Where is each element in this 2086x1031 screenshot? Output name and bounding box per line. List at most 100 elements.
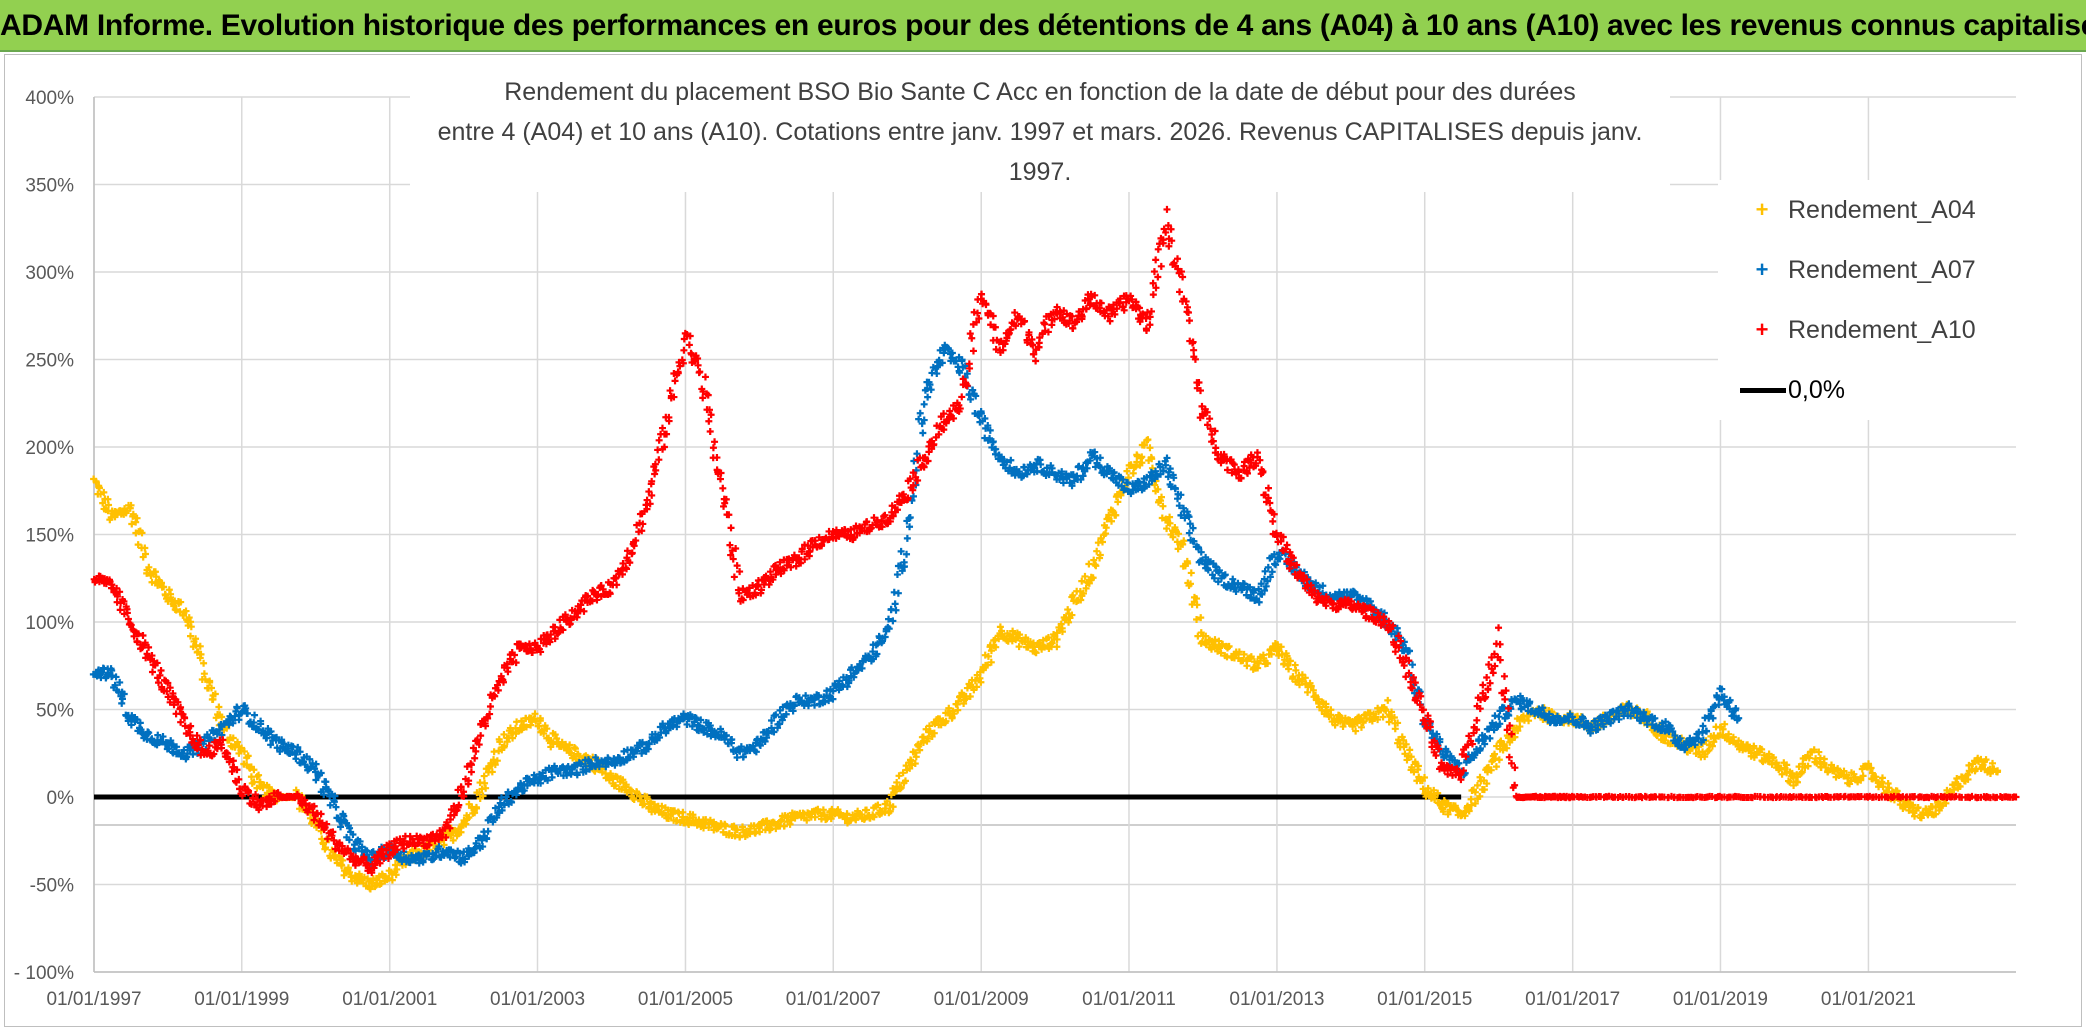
data-point <box>573 771 581 779</box>
data-point <box>419 857 427 865</box>
data-point <box>577 760 585 768</box>
data-point <box>873 650 881 658</box>
data-point <box>487 759 495 767</box>
data-point <box>787 816 795 824</box>
data-point <box>1471 788 1479 796</box>
data-point <box>1770 753 1778 761</box>
data-point <box>307 763 315 771</box>
data-point <box>1267 650 1275 658</box>
data-point <box>845 677 853 685</box>
data-point <box>321 845 329 853</box>
data-point <box>215 703 223 711</box>
data-point <box>508 798 516 806</box>
data-point <box>1176 288 1184 296</box>
data-point <box>843 683 851 691</box>
data-point <box>786 820 794 828</box>
data-point <box>141 544 149 552</box>
data-point <box>475 788 483 796</box>
data-point <box>1410 768 1418 776</box>
data-point <box>1253 449 1261 457</box>
data-point <box>461 855 469 863</box>
data-point <box>173 743 181 751</box>
data-point <box>803 816 811 824</box>
data-point <box>1331 721 1339 729</box>
data-point <box>779 703 787 711</box>
data-point <box>892 606 900 614</box>
data-point <box>167 590 175 598</box>
data-point <box>554 768 562 776</box>
data-point <box>891 600 899 608</box>
data-point <box>942 717 950 725</box>
data-point <box>136 719 144 727</box>
data-point <box>645 740 653 748</box>
data-point <box>897 547 905 555</box>
data-point <box>969 347 977 355</box>
data-point <box>1857 776 1865 784</box>
data-point <box>655 436 663 444</box>
data-point <box>1451 802 1459 810</box>
data-point <box>878 637 886 645</box>
data-point <box>1152 256 1160 264</box>
data-point <box>536 717 544 725</box>
data-point <box>467 768 475 776</box>
data-point <box>1089 574 1097 582</box>
data-point <box>377 879 385 887</box>
data-point <box>1406 746 1414 754</box>
data-point <box>829 687 837 695</box>
data-point <box>1794 773 1802 781</box>
data-point <box>756 828 764 836</box>
data-point <box>952 357 960 365</box>
data-point <box>1400 736 1408 744</box>
data-point <box>1193 601 1201 609</box>
data-point <box>1247 653 1255 661</box>
data-point <box>882 804 890 812</box>
data-point <box>479 843 487 851</box>
data-point <box>1500 672 1508 680</box>
data-point <box>1401 750 1409 758</box>
data-point <box>906 514 914 522</box>
data-point <box>1708 742 1716 750</box>
data-point <box>472 803 480 811</box>
data-point <box>958 393 966 401</box>
data-point <box>1859 772 1867 780</box>
data-point <box>752 748 760 756</box>
data-point <box>1077 596 1085 604</box>
data-point <box>622 781 630 789</box>
data-point <box>719 484 727 492</box>
data-point <box>1492 763 1500 771</box>
data-point <box>337 823 345 831</box>
data-point <box>640 800 648 808</box>
data-point <box>1932 810 1940 818</box>
chart-frame <box>4 54 2082 1027</box>
data-point <box>865 653 873 661</box>
data-point <box>1068 611 1076 619</box>
data-point <box>95 484 103 492</box>
data-point <box>688 722 696 730</box>
data-point <box>966 693 974 701</box>
data-point <box>1138 459 1146 467</box>
data-point <box>883 797 891 805</box>
data-point <box>948 349 956 357</box>
data-point <box>1277 643 1285 651</box>
data-point <box>201 675 209 683</box>
data-point <box>981 414 989 422</box>
data-point <box>889 803 897 811</box>
data-point <box>182 607 190 615</box>
data-point <box>1003 458 1011 466</box>
data-point <box>1185 317 1193 325</box>
data-point <box>213 730 221 738</box>
data-point <box>1309 686 1317 694</box>
data-point <box>1382 707 1390 715</box>
data-point <box>548 773 556 781</box>
data-point <box>292 755 300 763</box>
data-point <box>1501 695 1509 703</box>
data-point <box>218 713 226 721</box>
data-point <box>208 684 216 692</box>
data-point <box>491 761 499 769</box>
data-point <box>133 514 141 522</box>
data-point <box>251 711 259 719</box>
data-point <box>1322 700 1330 708</box>
data-point <box>1805 754 1813 762</box>
data-point <box>620 747 628 755</box>
